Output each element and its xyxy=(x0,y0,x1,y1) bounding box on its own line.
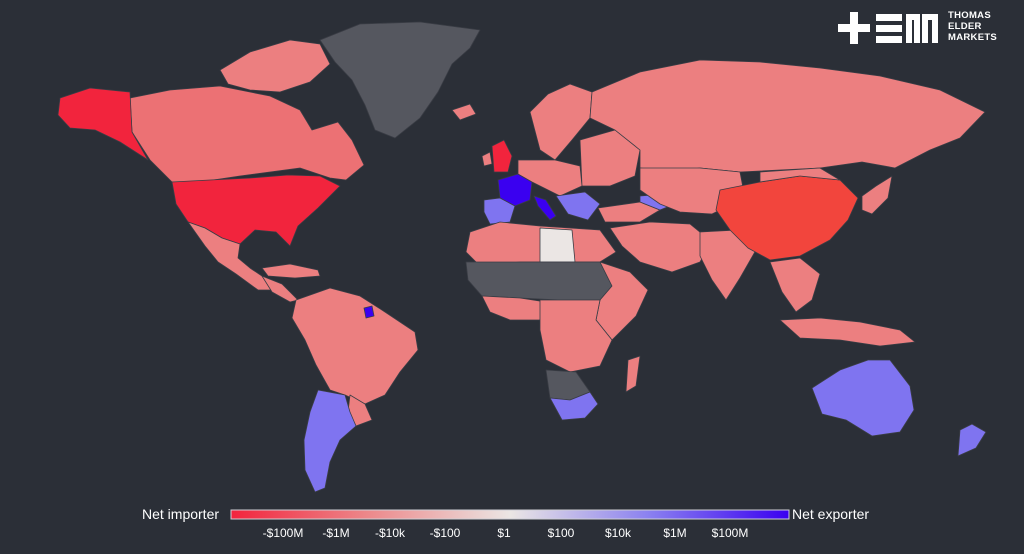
region-middle-east[interactable] xyxy=(609,221,713,273)
region-sahel[interactable] xyxy=(465,261,613,301)
region-iceland[interactable] xyxy=(451,103,477,121)
legend-tick: -$10k xyxy=(374,526,406,540)
region-indonesia[interactable] xyxy=(779,317,916,347)
region-central-america[interactable] xyxy=(261,275,299,303)
region-libya[interactable] xyxy=(539,227,576,263)
region-italy[interactable] xyxy=(533,195,557,221)
legend-tick: $100 xyxy=(547,526,575,540)
legend-tick: $10k xyxy=(604,526,632,540)
region-canada[interactable] xyxy=(129,85,365,183)
region-new-zealand[interactable] xyxy=(957,423,987,457)
region-central-europe[interactable] xyxy=(517,159,583,197)
region-south-africa[interactable] xyxy=(549,391,599,421)
color-legend: Net importer Net exporter -$100M -$1M -$… xyxy=(0,500,1024,554)
legend-tick: $100M xyxy=(711,526,749,540)
region-alaska[interactable] xyxy=(57,87,149,161)
legend-tick: -$100M xyxy=(262,526,304,540)
thomas-elder-markets-logo: THOMAS ELDER MARKETS xyxy=(838,10,1024,46)
region-south-america-north[interactable] xyxy=(291,287,419,405)
legend-tick: -$100 xyxy=(429,526,461,540)
region-russia[interactable] xyxy=(589,59,986,173)
legend-tick: $1 xyxy=(497,526,511,540)
logo-line-1: THOMAS xyxy=(948,10,991,21)
region-madagascar[interactable] xyxy=(625,355,641,393)
region-west-africa[interactable] xyxy=(481,295,547,321)
legend-label-importer: Net importer xyxy=(142,506,220,522)
region-caribbean[interactable] xyxy=(261,263,321,279)
region-australia[interactable] xyxy=(811,359,915,437)
logo-wordmark: THOMAS ELDER MARKETS xyxy=(948,10,997,43)
legend-tick: -$1M xyxy=(322,526,350,540)
region-united-kingdom[interactable] xyxy=(491,139,513,173)
logo-mark-icon xyxy=(838,12,938,44)
legend-label-exporter: Net exporter xyxy=(792,506,870,522)
region-greenland[interactable] xyxy=(319,21,481,139)
region-mongolia[interactable] xyxy=(759,167,841,183)
logo-line-2: ELDER xyxy=(948,21,982,32)
legend-ticks: -$100M -$1M -$10k -$100 $1 $100 $10k $1M… xyxy=(231,526,789,546)
region-french-guiana[interactable] xyxy=(363,305,375,319)
legend-gradient-bar xyxy=(230,509,790,520)
legend-tick: $1M xyxy=(663,526,687,540)
region-ireland[interactable] xyxy=(481,151,493,167)
region-argentina-chile[interactable] xyxy=(303,389,357,493)
region-central-africa[interactable] xyxy=(539,299,613,373)
region-balkans[interactable] xyxy=(555,191,601,221)
region-turkey[interactable] xyxy=(597,201,661,223)
region-iberia[interactable] xyxy=(483,197,516,225)
region-japan-korea[interactable] xyxy=(861,175,893,215)
region-canada-arctic[interactable] xyxy=(219,39,331,93)
logo-line-3: MARKETS xyxy=(948,32,998,43)
region-southeast-asia[interactable] xyxy=(769,257,821,313)
